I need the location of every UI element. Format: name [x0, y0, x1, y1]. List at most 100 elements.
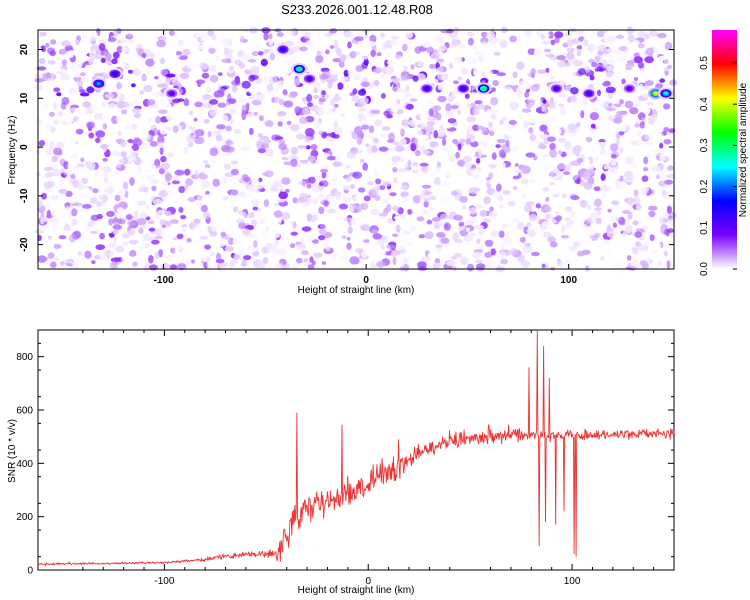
- heatmap-cell: [88, 132, 94, 139]
- heatmap-cell: [116, 82, 123, 90]
- heatmap-cell: [381, 126, 391, 131]
- heatmap-cell: [541, 40, 552, 45]
- heatmap-cell: [649, 114, 658, 122]
- heatmap-cell: [419, 162, 429, 167]
- heatmap-cell: [84, 250, 92, 259]
- heatmap-cell: [109, 261, 118, 270]
- heatmap-cell: [615, 138, 621, 146]
- heatmap-cell: [256, 93, 266, 101]
- heatmap-cell: [597, 89, 601, 97]
- heatmap-cell: [664, 70, 669, 76]
- heatmap-cell: [316, 50, 322, 57]
- heatmap-cell: [360, 224, 371, 232]
- heatmap-cell: [40, 217, 45, 225]
- heatmap-cell: [331, 107, 336, 113]
- heatmap-cell: [143, 232, 150, 242]
- heatmap-cell: [132, 138, 143, 146]
- heatmap-cell: [378, 251, 387, 256]
- heatmap-cell: [436, 58, 445, 63]
- heatmap-cell: [209, 147, 219, 157]
- heatmap-cell: [667, 64, 672, 70]
- heatmap-cell: [301, 226, 312, 232]
- heatmap-cell: [363, 239, 370, 244]
- heatmap-cell: [259, 230, 268, 238]
- heatmap-cell: [310, 144, 318, 151]
- heatmap-cell: [625, 225, 633, 234]
- heatmap-cell: [117, 130, 123, 136]
- heatmap-cell: [570, 87, 579, 95]
- heatmap-cell: [456, 109, 461, 116]
- snr-panel: -100 0 100 0 200 400 600 800 Height of straight…: [7, 329, 675, 596]
- heatmap-cell: [164, 220, 172, 227]
- heatmap-cell: [653, 242, 662, 250]
- heatmap-cell: [252, 250, 260, 257]
- heatmap-cell: [301, 180, 306, 187]
- heatmap-cell: [180, 215, 187, 220]
- heatmap-cell: [357, 215, 366, 221]
- heatmap-cell: [112, 51, 120, 59]
- heatmap-cell: [257, 182, 264, 190]
- heatmap-cell: [318, 175, 323, 182]
- heatmap-cell: [593, 198, 602, 207]
- heatmap-cell: [306, 213, 312, 222]
- heatmap-cell: [237, 251, 248, 257]
- heatmap-hotspot: [169, 91, 174, 95]
- heatmap-cell: [227, 38, 232, 47]
- heatmap-cell: [541, 181, 546, 189]
- heatmap-cell: [540, 34, 545, 40]
- heatmap-cell: [338, 203, 349, 210]
- heatmap-cell: [215, 134, 224, 142]
- heatmap-cell: [436, 232, 446, 238]
- heatmap-cell: [420, 122, 426, 130]
- heatmap-cell: [462, 156, 472, 163]
- heatmap-cell: [479, 173, 489, 180]
- heatmap-cell: [655, 149, 663, 157]
- heatmap-cell: [229, 176, 237, 185]
- heatmap-cell: [500, 258, 508, 265]
- heatmap-cell: [127, 221, 135, 226]
- heatmap-cell: [229, 107, 237, 115]
- heatmap-cell: [462, 205, 466, 210]
- heatmap-cell: [414, 150, 421, 157]
- heatmap-cell: [619, 175, 624, 182]
- heatmap-cell: [632, 247, 639, 255]
- heatmap-cell: [387, 139, 395, 143]
- heatmap-cell: [423, 197, 430, 202]
- heatmap-cell: [311, 183, 322, 192]
- heatmap-cell: [516, 61, 525, 70]
- heatmap-cell: [146, 70, 152, 75]
- heatmap-cell: [49, 141, 55, 150]
- heatmap-cell: [489, 130, 495, 137]
- heatmap-cell: [343, 30, 354, 38]
- heatmap-cell: [471, 106, 480, 116]
- heatmap-cell: [643, 167, 649, 172]
- heatmap-cell: [506, 259, 512, 265]
- heatmap-cell: [459, 138, 466, 143]
- heatmap-cell: [342, 192, 348, 197]
- heatmap-cell: [501, 116, 507, 122]
- heatmap-cell: [221, 38, 228, 46]
- heatmap-cell: [391, 160, 400, 166]
- heatmap-cell: [372, 229, 379, 234]
- snr-y-tick-label: 800: [16, 352, 33, 363]
- heatmap-cell: [209, 99, 219, 105]
- heatmap-cell: [105, 52, 112, 62]
- heatmap-cell: [576, 45, 583, 50]
- heatmap-cell: [498, 162, 506, 170]
- heatmap-cell: [639, 260, 648, 266]
- heatmap-cell: [193, 170, 200, 179]
- heatmap-cell: [591, 51, 598, 56]
- heatmap-cell: [618, 45, 628, 52]
- heatmap-cell: [36, 130, 42, 136]
- heatmap-cell: [299, 125, 309, 130]
- heatmap-cell: [249, 74, 259, 80]
- heatmap-cell: [174, 245, 180, 251]
- heatmap-cell: [129, 177, 135, 186]
- heatmap-cell: [479, 117, 486, 125]
- heatmap-cell: [107, 228, 113, 234]
- heatmap-cell: [473, 71, 479, 76]
- heatmap-cell: [81, 177, 89, 184]
- heatmap-cell: [533, 142, 539, 150]
- heatmap-cell: [36, 66, 47, 71]
- heatmap-cell: [465, 138, 472, 145]
